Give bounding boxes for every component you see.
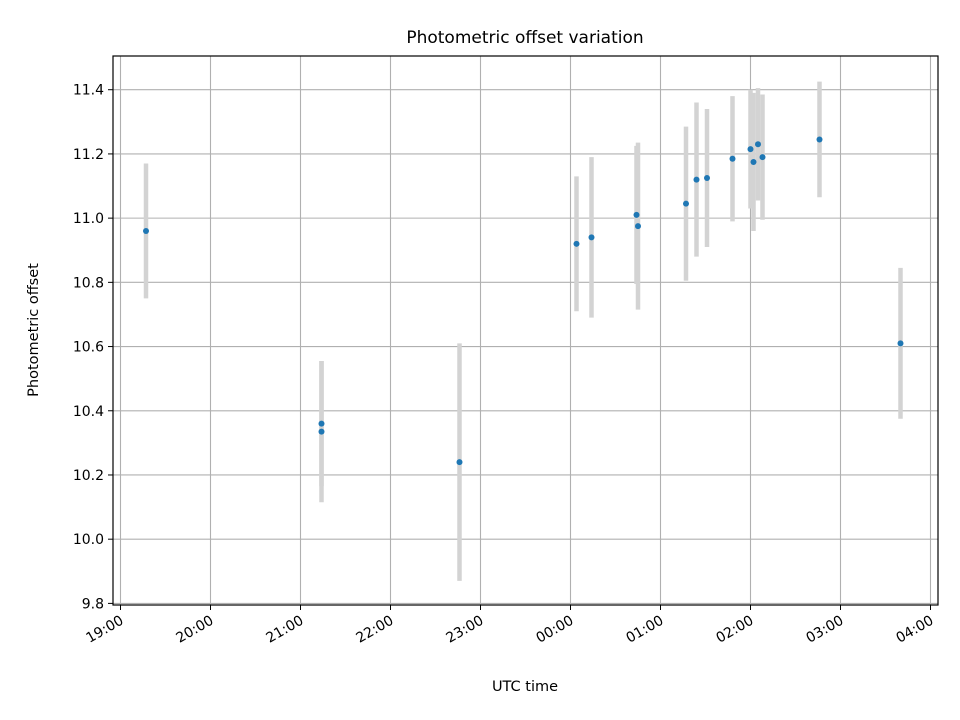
y-tick-label: 9.8 [82, 596, 104, 612]
data-point [693, 176, 700, 183]
data-point [816, 136, 823, 143]
data-point [755, 141, 761, 148]
data-point [897, 340, 904, 347]
chart-title: Photometric offset variation [406, 28, 643, 48]
y-tick-label: 10.8 [73, 275, 104, 291]
data-points [143, 136, 904, 466]
y-tick-label: 10.6 [73, 340, 104, 356]
data-point [573, 240, 580, 247]
y-gridlines [113, 89, 938, 604]
data-point [588, 234, 595, 241]
data-point [318, 420, 325, 427]
data-point [759, 154, 766, 161]
y-axis-title: Photometric offset [26, 263, 42, 397]
y-tick-label: 11.2 [73, 147, 104, 163]
data-point [729, 155, 736, 162]
y-tick-label: 10.0 [73, 532, 104, 548]
data-point [318, 428, 325, 435]
y-tick-label: 10.4 [73, 404, 104, 420]
y-tick-label: 10.2 [73, 468, 104, 484]
y-axis-ticks: 9.8 10.0 10.2 10.4 10.6 10.8 11.0 11.2 11.4 [73, 83, 113, 612]
data-point [635, 223, 641, 230]
plot-frame [112, 55, 939, 606]
data-point [633, 211, 640, 218]
data-point [456, 459, 463, 466]
data-point [143, 227, 149, 234]
y-tick-label: 11.4 [73, 83, 104, 99]
data-point [750, 158, 757, 165]
data-point [704, 175, 710, 181]
data-point [747, 146, 754, 153]
x-axis-title: UTC time [492, 679, 558, 695]
data-point [683, 200, 689, 207]
y-tick-label: 11.0 [73, 211, 104, 227]
